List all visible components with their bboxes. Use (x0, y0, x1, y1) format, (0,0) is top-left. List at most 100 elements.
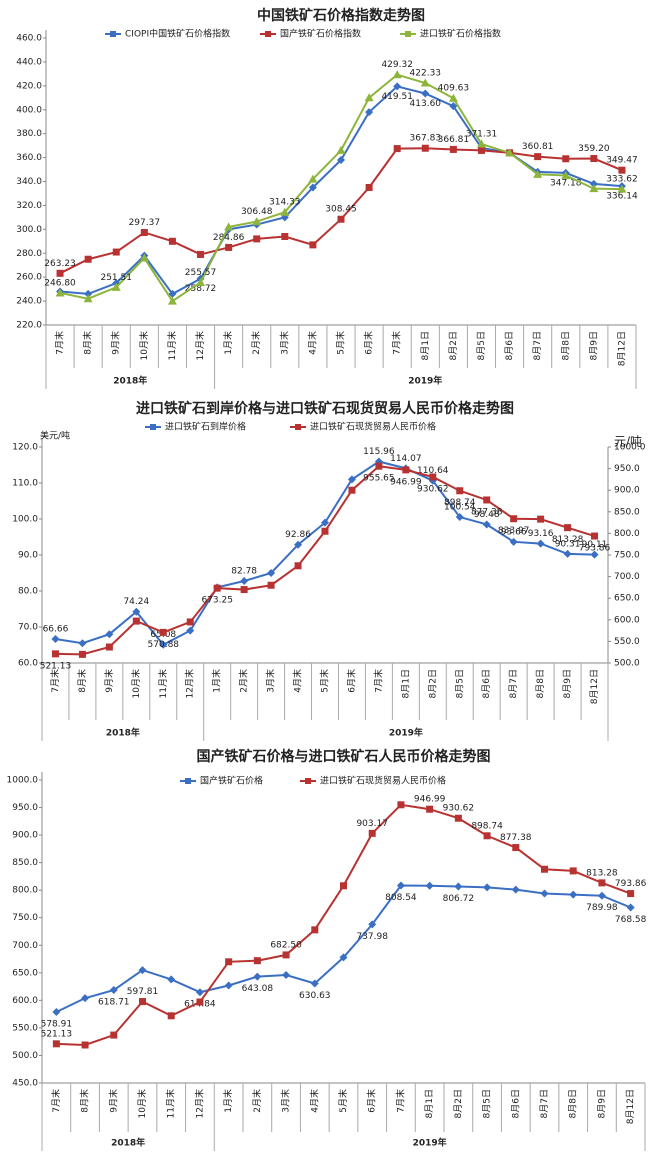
marker (253, 235, 261, 243)
group-label: 2018年 (113, 375, 147, 387)
data-label: 100.54 (444, 503, 476, 513)
data-label: 308.45 (325, 205, 357, 215)
data-label: 673.25 (201, 596, 233, 606)
y-axis-label: 美元/吨 (40, 430, 70, 442)
y-tick-label: 500.0 (12, 1051, 38, 1061)
marker (397, 801, 405, 809)
data-label: 789.98 (586, 903, 618, 913)
y-tick-label: 700.0 (12, 941, 38, 951)
y-tick-label: 240.0 (16, 297, 42, 307)
marker (541, 865, 548, 873)
legend-marker (405, 31, 411, 37)
marker (392, 70, 402, 79)
marker (626, 903, 635, 912)
x-tick-label: 12月末 (194, 331, 206, 360)
data-label: 263.23 (44, 259, 76, 269)
marker (309, 241, 317, 249)
x-tick-label: 1月末 (211, 669, 223, 693)
x-tick-label: 8月7日 (532, 331, 543, 360)
marker (294, 562, 302, 570)
marker (52, 1007, 61, 1016)
marker (139, 253, 149, 262)
marker (455, 513, 464, 522)
marker (267, 581, 275, 589)
marker (267, 569, 276, 577)
marker (627, 890, 635, 898)
data-label: 115.96 (363, 447, 395, 457)
x-tick-label: 8月1日 (424, 1089, 435, 1118)
marker (224, 981, 233, 990)
marker (337, 215, 345, 223)
x-tick-label: 8月12日 (625, 1089, 636, 1124)
legend-label: 进口铁矿石现货贸易人民币价格 (310, 421, 436, 433)
marker (368, 829, 376, 837)
marker (195, 988, 204, 997)
marker (534, 153, 542, 161)
data-label: 930.62 (443, 804, 475, 814)
chart-title: 国产铁矿石价格与进口铁矿石人民币价格走势图 (197, 748, 491, 765)
series-line (56, 803, 631, 1046)
marker (105, 643, 113, 651)
x-tick-label: 5月末 (319, 669, 331, 693)
data-label: 955.65 (363, 474, 395, 484)
y-tick-label: 70.0 (18, 623, 38, 633)
marker (477, 146, 485, 154)
marker (282, 951, 290, 959)
marker (105, 630, 114, 639)
data-label: 422.33 (410, 69, 442, 79)
marker (590, 155, 598, 163)
y-tick-label: 60.0 (18, 659, 38, 669)
marker (505, 148, 515, 157)
data-label: 630.63 (299, 991, 331, 1001)
x-tick-label: 8月6日 (510, 1089, 521, 1118)
marker (533, 169, 543, 178)
marker (561, 171, 571, 180)
y-tick-label: 400.0 (16, 105, 42, 115)
x-tick-label: 9月末 (110, 331, 122, 355)
marker (537, 515, 545, 523)
data-label: 366.81 (438, 135, 470, 145)
data-label: 333.62 (606, 175, 638, 185)
x-tick-label: 12月末 (184, 669, 196, 698)
x-tick-label: 4月末 (306, 331, 318, 355)
x-tick-label: 9月末 (103, 669, 115, 693)
marker (364, 93, 374, 102)
data-label: 618.71 (98, 998, 130, 1008)
x-tick-label: 4月末 (292, 669, 304, 693)
data-label: 284.86 (213, 233, 245, 243)
data-label: 360.81 (522, 142, 554, 152)
data-label: 93.66 (501, 527, 527, 537)
marker (402, 466, 410, 474)
y2-tick-label: 500.0 (614, 659, 640, 669)
x-tick-label: 8月5日 (476, 331, 487, 360)
marker (540, 889, 549, 898)
data-label: 90.31 (555, 539, 581, 549)
series-line (59, 73, 622, 303)
x-tick-label: 8月5日 (454, 669, 465, 698)
y2-axis-label: 元/吨 (614, 435, 642, 449)
y-tick-label: 1000.0 (7, 776, 39, 786)
marker (186, 626, 195, 635)
x-tick-label: 8月8日 (560, 331, 571, 360)
data-label: 92.86 (285, 530, 311, 540)
legend-label: 进口铁矿石现货贸易人民币价格 (320, 775, 446, 787)
marker (197, 250, 205, 258)
marker (563, 549, 572, 558)
data-label: 110.64 (417, 466, 449, 476)
marker (280, 207, 290, 216)
marker (598, 879, 606, 887)
data-label: 93.16 (528, 529, 554, 539)
x-tick-label: 8月5日 (482, 1089, 493, 1118)
y-tick-label: 300.0 (16, 225, 42, 235)
x-tick-label: 3月末 (278, 331, 290, 355)
x-tick-label: 8月2日 (427, 669, 438, 698)
marker (421, 89, 430, 98)
y-tick-label: 550.0 (12, 1023, 38, 1033)
marker (225, 243, 233, 251)
marker (159, 628, 167, 636)
y2-tick-label: 850.0 (614, 507, 640, 517)
y-tick-label: 380.0 (16, 129, 42, 139)
x-tick-label: 10月末 (138, 331, 150, 360)
x-tick-label: 9月末 (107, 1089, 119, 1113)
